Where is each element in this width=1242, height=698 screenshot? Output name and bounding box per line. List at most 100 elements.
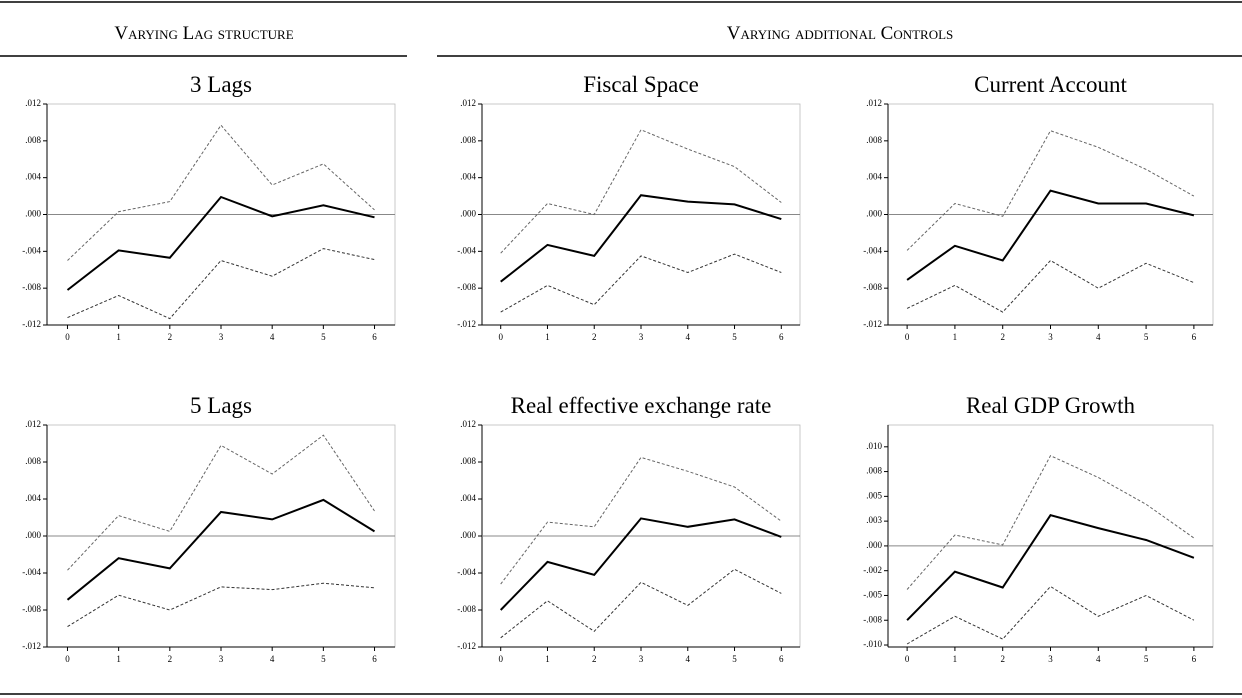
x-tick-label: 3 <box>639 654 644 664</box>
y-tick-label: .000 <box>460 530 476 540</box>
x-tick-label: 5 <box>732 654 737 664</box>
y-tick-label: .008 <box>25 135 41 145</box>
y-tick-label: -.008 <box>457 282 476 292</box>
x-tick-label: 4 <box>686 654 691 664</box>
x-tick-label: 2 <box>1000 332 1005 342</box>
series-line <box>66 195 375 291</box>
y-tick-label: -.012 <box>457 319 476 329</box>
x-tick-label: 0 <box>65 654 70 664</box>
series-line <box>906 514 1195 621</box>
x-tick-label: 3 <box>1048 654 1053 664</box>
y-tick-label: -.008 <box>863 282 882 292</box>
series-line <box>67 124 375 261</box>
x-tick-label: 6 <box>779 332 784 342</box>
y-tick-label: .008 <box>866 135 882 145</box>
series-line <box>500 194 782 283</box>
series-line <box>66 498 376 601</box>
y-tick-label: .000 <box>866 540 882 550</box>
x-tick-label: 6 <box>372 332 377 342</box>
y-tick-label: -.008 <box>863 614 882 624</box>
series-line <box>906 189 1195 281</box>
y-tick-label: .012 <box>460 98 476 108</box>
y-tick-label: .000 <box>25 209 41 219</box>
series-line <box>906 259 1195 313</box>
y-tick-label: .012 <box>460 419 476 429</box>
y-tick-label: -.004 <box>22 245 41 255</box>
x-tick-label: 4 <box>270 332 275 342</box>
y-tick-label: -.012 <box>22 641 41 651</box>
x-tick-label: 2 <box>168 654 173 664</box>
y-tick-label: -.008 <box>457 604 476 614</box>
chart-title: Real effective exchange rate <box>511 393 772 418</box>
y-tick-label: .004 <box>460 172 476 182</box>
x-tick-label: 3 <box>219 332 224 342</box>
y-tick-label: -.004 <box>457 245 476 255</box>
plot-frame <box>887 424 1214 648</box>
chart-title: 5 Lags <box>190 393 252 418</box>
header: Varying Lag structure <box>114 23 293 44</box>
series-line <box>906 455 1195 590</box>
y-tick-label: .000 <box>25 530 41 540</box>
y-tick-label: .008 <box>460 135 476 145</box>
x-tick-label: 4 <box>1096 654 1101 664</box>
series-line <box>499 517 782 611</box>
y-tick-label: .004 <box>866 172 882 182</box>
y-tick-label: -.012 <box>22 319 41 329</box>
y-tick-label: .000 <box>460 209 476 219</box>
x-tick-label: 0 <box>498 654 503 664</box>
x-tick-label: 4 <box>1096 332 1101 342</box>
series-line <box>500 129 782 254</box>
x-tick-label: 6 <box>1192 654 1197 664</box>
series-line <box>500 253 782 313</box>
x-tick-label: 1 <box>545 332 550 342</box>
x-tick-label: 3 <box>639 332 644 342</box>
y-tick-label: .012 <box>866 98 882 108</box>
x-tick-label: 5 <box>1144 654 1149 664</box>
y-tick-label: .004 <box>460 493 476 503</box>
x-tick-label: 5 <box>321 654 326 664</box>
series-line <box>906 130 1195 251</box>
series-line <box>500 568 782 639</box>
x-tick-label: 5 <box>732 332 737 342</box>
x-tick-label: 3 <box>219 654 224 664</box>
chart-title: Current Account <box>974 72 1127 97</box>
y-tick-label: .000 <box>866 209 882 219</box>
x-tick-label: 1 <box>953 332 958 342</box>
y-tick-label: .004 <box>25 493 41 503</box>
y-tick-label: -.004 <box>457 567 476 577</box>
x-tick-label: 0 <box>905 332 910 342</box>
x-tick-label: 2 <box>592 654 597 664</box>
y-tick-label: .010 <box>866 441 882 451</box>
series-line <box>500 456 782 585</box>
x-tick-label: 2 <box>168 332 173 342</box>
x-tick-label: 6 <box>779 654 784 664</box>
y-tick-label: .004 <box>25 172 41 182</box>
x-tick-label: 6 <box>372 654 377 664</box>
y-tick-label: .012 <box>25 419 41 429</box>
x-tick-label: 1 <box>545 654 550 664</box>
x-tick-label: 1 <box>116 654 121 664</box>
x-tick-label: 2 <box>1000 654 1005 664</box>
y-tick-label: -.005 <box>863 590 882 600</box>
x-tick-label: 0 <box>498 332 503 342</box>
y-tick-label: -.008 <box>22 282 41 292</box>
x-tick-label: 0 <box>905 654 910 664</box>
series-line <box>906 585 1195 645</box>
x-tick-label: 5 <box>321 332 326 342</box>
y-tick-label: .012 <box>25 98 41 108</box>
y-tick-label: .008 <box>25 456 41 466</box>
y-tick-label: -.010 <box>863 639 882 649</box>
x-tick-label: 1 <box>953 654 958 664</box>
series-line <box>67 582 375 628</box>
x-tick-label: 5 <box>1144 332 1149 342</box>
y-tick-label: -.012 <box>457 641 476 651</box>
y-tick-label: -.004 <box>863 245 882 255</box>
y-tick-label: .005 <box>866 490 882 500</box>
x-tick-label: 3 <box>1048 332 1053 342</box>
series-line <box>67 248 375 320</box>
x-tick-label: 6 <box>1192 332 1197 342</box>
y-tick-label: -.004 <box>22 567 41 577</box>
chart-title: Real GDP Growth <box>966 393 1136 418</box>
x-tick-label: 1 <box>116 332 121 342</box>
y-tick-label: .008 <box>866 466 882 476</box>
